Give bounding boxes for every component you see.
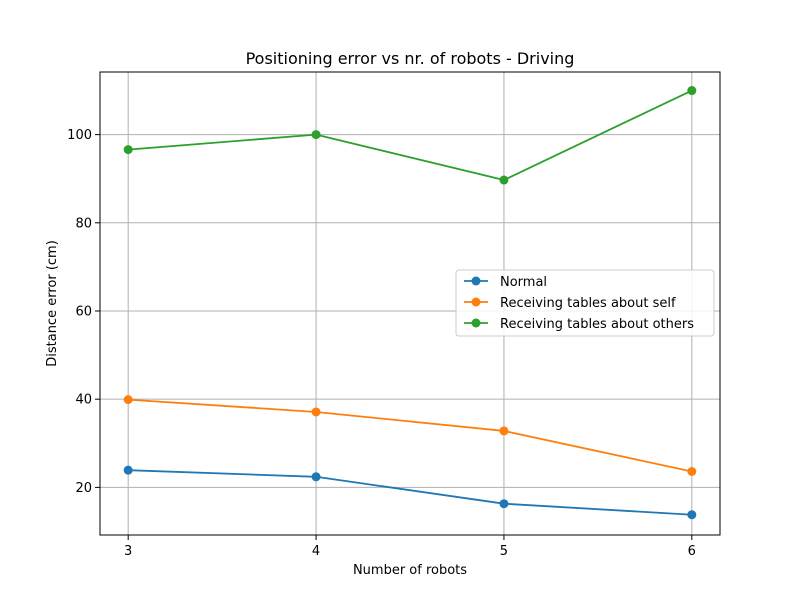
data-point <box>499 499 509 509</box>
y-axis: 20 40 60 80 100 <box>67 128 100 496</box>
x-axis: 3 4 5 6 <box>124 535 696 559</box>
data-point <box>499 175 509 185</box>
data-point <box>311 472 321 482</box>
data-point <box>687 510 697 520</box>
legend-entry: Receiving tables about others <box>464 317 694 332</box>
data-point <box>687 86 697 96</box>
y-tick-label: 60 <box>75 304 92 319</box>
y-tick-label: 100 <box>67 128 92 143</box>
x-tick-label: 5 <box>500 544 508 559</box>
x-tick-label: 3 <box>124 544 132 559</box>
series-line <box>128 89 693 181</box>
series-1 <box>123 465 697 520</box>
legend: Normal Receiving tables about self Receivi… <box>455 269 715 337</box>
data-point <box>123 145 133 155</box>
x-tick-label: 6 <box>688 544 696 559</box>
series-layer <box>123 86 697 520</box>
y-tick-label: 80 <box>75 216 92 231</box>
data-point <box>123 395 133 405</box>
chart-title: Positioning error vs nr. of robots - Dri… <box>246 49 575 68</box>
series-line <box>128 469 692 516</box>
series-2 <box>123 395 697 477</box>
legend-label: Receiving tables about self <box>500 296 676 311</box>
y-tick-label: 40 <box>75 393 92 408</box>
legend-label: Normal <box>500 275 547 290</box>
legend-marker <box>471 297 481 307</box>
series-3 <box>123 86 697 185</box>
x-tick-label: 4 <box>312 544 320 559</box>
legend-entry: Normal <box>464 275 547 290</box>
data-point <box>499 426 509 436</box>
data-point <box>123 465 133 475</box>
y-tick-label: 20 <box>75 481 92 496</box>
legend-box <box>455 269 715 337</box>
data-point <box>311 130 321 140</box>
plot-frame <box>99 71 721 536</box>
y-axis-label: Distance error (cm) <box>45 240 60 367</box>
legend-marker <box>471 318 481 328</box>
series-line <box>128 398 693 473</box>
x-axis-label: Number of robots <box>353 563 467 578</box>
data-point <box>311 407 321 417</box>
legend-label: Receiving tables about others <box>500 317 694 332</box>
data-point <box>687 467 697 477</box>
legend-entry: Receiving tables about self <box>464 296 676 311</box>
legend-marker <box>471 276 481 286</box>
